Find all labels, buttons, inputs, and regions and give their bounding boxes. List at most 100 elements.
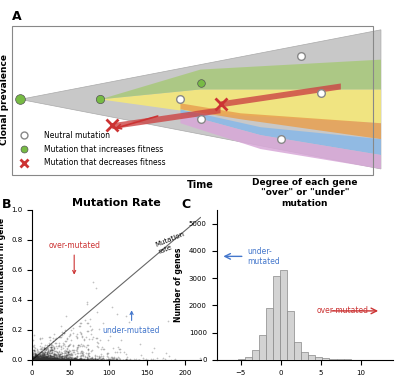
- Point: [39, 357, 46, 363]
- Point: [34, 357, 40, 363]
- Point: [30, 357, 37, 363]
- Point: [51, 348, 57, 354]
- Point: [45, 357, 51, 363]
- Point: [41, 354, 47, 360]
- Point: [46, 352, 53, 358]
- Point: [33, 357, 39, 363]
- Point: [49, 357, 55, 363]
- Point: [39, 357, 45, 363]
- Point: [45, 356, 51, 362]
- Point: [36, 357, 43, 363]
- Point: [46, 357, 53, 363]
- Point: [36, 357, 42, 363]
- Point: [36, 357, 42, 363]
- Point: [44, 357, 51, 363]
- Point: [44, 357, 50, 363]
- Point: [36, 357, 43, 363]
- Point: [45, 348, 51, 354]
- Point: [32, 357, 38, 363]
- Point: [31, 357, 37, 363]
- Point: [41, 354, 48, 360]
- Point: [53, 357, 59, 363]
- Point: [30, 357, 36, 363]
- Point: [32, 357, 39, 363]
- Point: [61, 350, 68, 356]
- Point: [29, 357, 36, 363]
- Point: [40, 357, 46, 363]
- Point: [48, 357, 55, 363]
- Point: [53, 357, 59, 363]
- Point: [55, 357, 61, 363]
- Point: [43, 357, 50, 363]
- Point: [59, 357, 66, 363]
- Point: [73, 357, 79, 363]
- Point: [55, 357, 61, 363]
- Point: [47, 353, 53, 359]
- Point: [33, 357, 40, 363]
- Point: [46, 357, 53, 363]
- Point: [30, 357, 37, 363]
- Point: [31, 356, 38, 362]
- Point: [38, 357, 45, 363]
- Point: [34, 357, 41, 363]
- Point: [95, 356, 101, 362]
- Point: [55, 357, 61, 363]
- Point: [38, 357, 45, 363]
- Point: [77, 357, 83, 363]
- Point: [32, 357, 38, 363]
- Point: [43, 354, 50, 360]
- Point: [33, 357, 39, 363]
- Point: [59, 357, 66, 363]
- Point: [46, 354, 52, 360]
- Point: [53, 357, 60, 363]
- Point: [109, 357, 116, 363]
- Point: [29, 357, 35, 363]
- Point: [38, 357, 44, 363]
- Bar: [252, 350, 259, 360]
- Point: [38, 357, 44, 363]
- Point: [37, 357, 44, 363]
- Point: [45, 355, 51, 361]
- Point: [38, 357, 45, 363]
- Point: [34, 357, 41, 363]
- Point: [53, 356, 59, 362]
- Point: [65, 357, 71, 363]
- Point: [87, 323, 93, 329]
- Point: [65, 342, 72, 348]
- Point: [43, 357, 49, 363]
- Point: [35, 357, 42, 363]
- Point: [32, 357, 38, 363]
- Point: [36, 357, 43, 363]
- Point: [35, 357, 42, 363]
- Point: [79, 357, 86, 363]
- Point: [35, 356, 42, 362]
- Point: [51, 345, 57, 351]
- Point: [47, 357, 54, 363]
- Point: [122, 314, 129, 320]
- Point: [61, 353, 68, 359]
- Point: [55, 357, 61, 363]
- Point: [73, 353, 80, 359]
- Point: [38, 357, 44, 363]
- Point: [36, 352, 43, 358]
- Point: [38, 356, 44, 362]
- Point: [30, 357, 36, 363]
- Point: [30, 356, 36, 362]
- Point: [41, 357, 48, 363]
- Point: [46, 357, 52, 363]
- Point: [34, 357, 41, 363]
- Point: [51, 357, 57, 363]
- Point: [35, 357, 42, 363]
- Point: [65, 357, 72, 363]
- Point: [38, 357, 45, 363]
- Point: [40, 357, 47, 363]
- Point: [34, 352, 41, 358]
- Point: [32, 356, 38, 362]
- Point: [31, 357, 37, 363]
- Point: [77, 349, 84, 355]
- Point: [31, 357, 37, 363]
- Point: [34, 355, 41, 361]
- Point: [56, 357, 62, 363]
- Point: [52, 357, 59, 363]
- Point: [86, 336, 93, 342]
